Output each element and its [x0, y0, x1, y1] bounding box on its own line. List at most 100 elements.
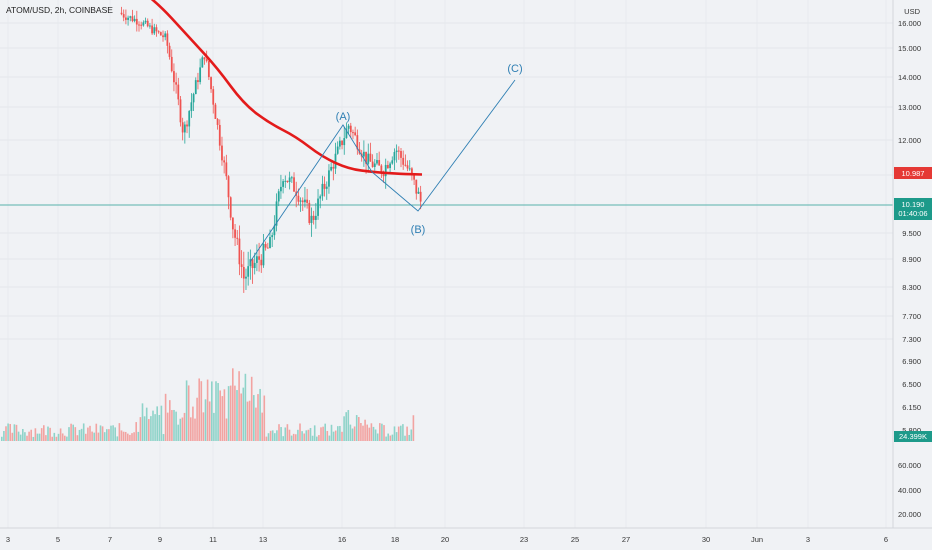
volume-bar-194	[408, 434, 410, 441]
volume-bar-4	[9, 423, 11, 441]
candle-body-39	[205, 59, 208, 62]
volume-bar-145	[305, 430, 308, 441]
candle-body-62	[256, 256, 258, 263]
price-tick-9: 7.300	[902, 335, 921, 344]
candle-body-129	[402, 157, 405, 165]
volume-bar-105	[221, 396, 224, 441]
candle-body-34	[194, 80, 197, 95]
time-tick-11: 27	[622, 535, 630, 544]
candle-body-50	[229, 197, 232, 218]
volume-bar-148	[311, 435, 314, 441]
volume-bar-84	[177, 424, 179, 441]
volume-bar-16	[34, 428, 37, 441]
candle-body-119	[380, 165, 383, 174]
volume-bar-32	[68, 427, 70, 441]
candle-body-130	[404, 164, 407, 166]
time-tick-labels: 3 5 7 9 11 13 16 18 20 23 25 27 30 Jun 3 6	[6, 535, 888, 544]
volume-bar-63	[133, 432, 135, 441]
candle-body-4	[129, 16, 132, 18]
bar-countdown-text: 01:40:06	[898, 209, 927, 218]
candle-body-63	[258, 256, 260, 260]
candle-body-120	[382, 173, 385, 177]
volume-bar-48	[101, 426, 104, 441]
volume-bar-77	[162, 434, 165, 441]
volume-bar-1	[3, 430, 5, 441]
candle-body-67	[266, 247, 269, 249]
volume-bar-175	[368, 427, 371, 441]
volume-bar-87	[183, 412, 186, 441]
volume-bar-37	[78, 429, 81, 441]
candle-body-35	[197, 80, 199, 83]
price-tick-11: 6.500	[902, 380, 921, 389]
volume-bar-188	[395, 432, 398, 441]
volume-bar-174	[366, 424, 368, 441]
elliott-wave-path[interactable]	[249, 79, 516, 263]
candle-body-128	[400, 151, 402, 158]
volume-bar-53	[112, 425, 114, 441]
volume-bar-69	[145, 407, 148, 441]
volume-bar-165	[347, 410, 350, 441]
time-axis-background	[0, 528, 932, 550]
volume-bar-184	[387, 433, 389, 441]
candle-body-131	[406, 165, 409, 169]
time-tick-2: 7	[108, 535, 112, 544]
time-axis[interactable]: 3 5 7 9 11 13 16 18 20 23 25 27 30 Jun 3 6	[0, 527, 932, 550]
volume-bar-65	[137, 431, 140, 441]
candle-body-26	[177, 84, 180, 100]
candle-body-37	[201, 57, 204, 68]
volume-bar-111	[234, 385, 236, 441]
volume-bar-56	[118, 423, 121, 441]
candle-body-47	[223, 160, 226, 163]
volume-bar-54	[114, 427, 116, 441]
volume-bar-58	[122, 431, 125, 441]
candlestick-series	[120, 6, 422, 293]
volume-bar-195	[410, 429, 413, 441]
volume-bar-7	[15, 424, 18, 441]
candle-body-56	[242, 266, 245, 279]
candle-body-40	[207, 61, 210, 78]
last-price-text: 10.190	[902, 200, 925, 209]
candle-body-44	[216, 118, 219, 125]
volume-bar-35	[74, 427, 77, 441]
volume-bar-5	[11, 432, 14, 441]
candle-body-100	[338, 140, 341, 147]
volume-bar-68	[143, 416, 146, 441]
time-tick-6: 16	[338, 535, 346, 544]
time-tick-12: 30	[702, 535, 710, 544]
volume-bar-137	[288, 429, 291, 441]
volume-bar-171	[360, 423, 362, 441]
volume-bar-136	[286, 424, 289, 441]
volume-bar-140	[295, 434, 297, 441]
time-tick-4: 11	[209, 535, 217, 544]
candle-body-96	[330, 166, 333, 171]
ma-value-text: 10.987	[902, 169, 925, 178]
volume-bar-79	[166, 412, 169, 441]
candle-body-71	[275, 201, 278, 226]
volume-bar-143	[301, 431, 303, 441]
volume-bar-51	[108, 429, 110, 441]
price-tick-6: 8.900	[902, 255, 921, 264]
volume-bar-117	[246, 401, 249, 441]
price-axis[interactable]: USD 16.000 15.000 14.000 13.000 12.000 9.500 8…	[892, 0, 932, 528]
volume-bar-146	[307, 429, 310, 441]
candle-body-25	[175, 82, 178, 85]
candle-body-8	[138, 24, 140, 26]
volume-bar-122	[257, 394, 259, 441]
volume-bar-66	[139, 417, 142, 441]
volume-bar-44	[93, 432, 95, 441]
volume-bar-142	[299, 423, 301, 441]
volume-bar-38	[80, 428, 83, 441]
candle-body-7	[135, 18, 138, 25]
volume-bar-36	[76, 435, 79, 441]
volume-bar-73	[154, 414, 156, 441]
candle-body-137	[419, 191, 422, 202]
candle-body-22	[168, 45, 171, 57]
volume-bar-125	[263, 395, 266, 441]
volume-tick-2: 20.000	[898, 510, 921, 519]
volume-bar-130	[274, 433, 276, 441]
candle-body-61	[253, 262, 256, 269]
volume-bar-98	[206, 379, 209, 441]
last-price-badge	[894, 198, 932, 220]
volume-bar-182	[383, 425, 385, 441]
